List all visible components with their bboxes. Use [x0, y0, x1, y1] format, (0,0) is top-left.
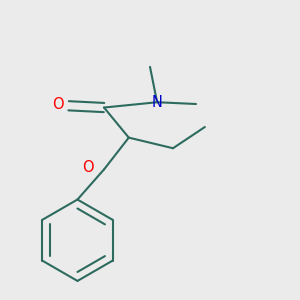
Text: O: O	[52, 97, 64, 112]
Text: N: N	[152, 95, 163, 110]
Text: O: O	[82, 160, 94, 175]
